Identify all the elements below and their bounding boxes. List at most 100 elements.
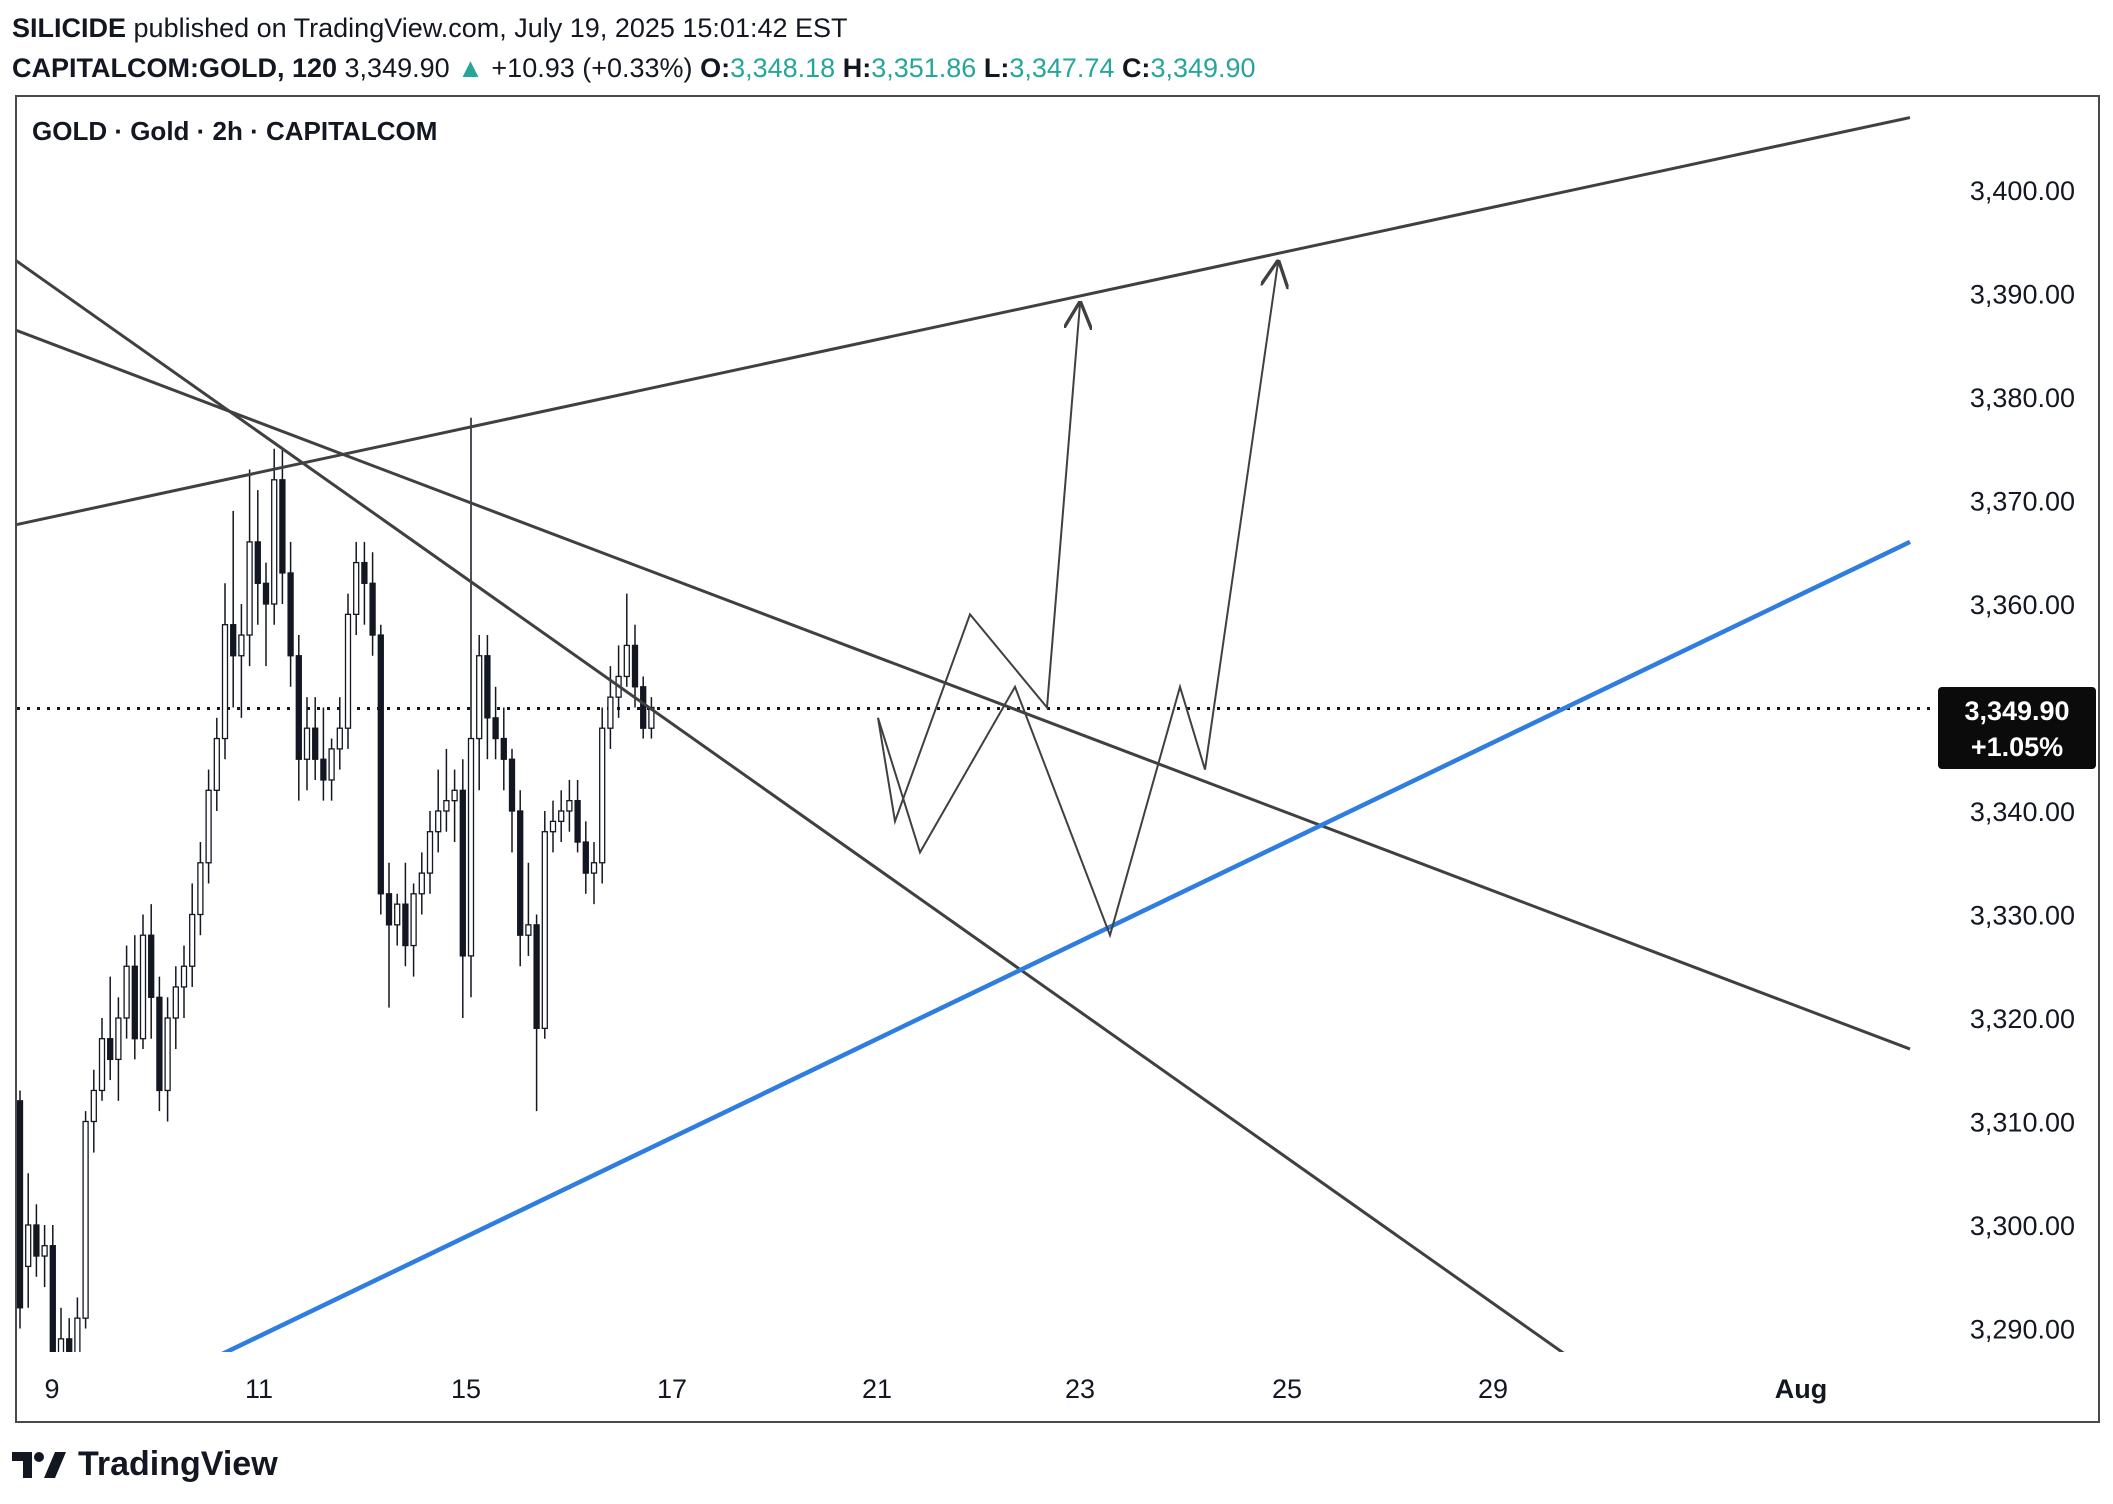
candle-up xyxy=(197,862,204,916)
price-tag-box xyxy=(1938,687,2096,769)
x-tick-label: 11 xyxy=(245,1374,273,1404)
last-price: 3,349.90 xyxy=(344,53,450,83)
candle-down xyxy=(107,1038,114,1061)
current-price-tag: 3,349.90 +1.05% xyxy=(1938,687,2096,769)
tradingview-footer[interactable]: TradingView xyxy=(12,1445,278,1484)
descending-resistance-line xyxy=(17,329,1911,1051)
low-value: 3,347.74 xyxy=(1009,53,1115,83)
candle-up xyxy=(246,541,253,636)
candle-down xyxy=(312,727,319,760)
author-name[interactable]: SILICIDE xyxy=(12,13,127,43)
x-tick-label: 23 xyxy=(1065,1374,1095,1404)
candle-down xyxy=(33,1224,40,1257)
high-value: 3,351.86 xyxy=(871,53,977,83)
candle-up xyxy=(476,655,483,740)
candle-up xyxy=(344,613,352,729)
candle-down xyxy=(492,717,499,740)
candle-up xyxy=(328,748,335,781)
candle-up xyxy=(451,789,458,802)
candle-down xyxy=(287,572,294,657)
close-value: 3,349.90 xyxy=(1150,53,1256,83)
x-tick-label: 17 xyxy=(657,1374,687,1404)
candle-up xyxy=(57,1338,65,1352)
candle-up xyxy=(98,1038,106,1092)
candle-up xyxy=(394,903,401,926)
candle-up xyxy=(418,872,425,895)
candle-up xyxy=(90,1089,97,1123)
plot-area xyxy=(17,116,1937,1352)
candle-up xyxy=(82,1120,89,1319)
y-tick-label: 3,320.00 xyxy=(1970,1004,2075,1034)
candle-up xyxy=(426,831,434,874)
candle-up xyxy=(549,820,557,833)
candle-up xyxy=(189,913,196,967)
open-value: 3,348.18 xyxy=(730,53,836,83)
candle-up xyxy=(410,893,417,947)
candle-down xyxy=(320,758,327,781)
candle-up xyxy=(115,1017,122,1061)
candle-down xyxy=(385,893,393,926)
chart-legend-title: GOLD · Gold · 2h · CAPITALCOM xyxy=(32,116,437,146)
published-info: published on TradingView.com, July 19, 2… xyxy=(133,13,848,43)
symbol-label: CAPITALCOM:GOLD, 120 xyxy=(12,53,338,83)
candle-down xyxy=(377,634,384,895)
y-tick-label: 3,300.00 xyxy=(1970,1211,2075,1241)
candle-down xyxy=(66,1338,73,1352)
candle-up xyxy=(205,789,212,864)
high-label: H: xyxy=(842,53,872,83)
candle-up xyxy=(336,727,343,750)
y-tick-label: 3,340.00 xyxy=(1970,797,2075,827)
candle-up xyxy=(213,737,220,791)
open-label: O: xyxy=(700,53,731,83)
x-tick-label: 15 xyxy=(451,1374,481,1404)
candle-down xyxy=(148,934,155,998)
time-axis[interactable]: 9 11 15 17 21 23 25 29 Aug xyxy=(44,1374,1827,1404)
low-label: L: xyxy=(983,53,1010,83)
ascending-support-line xyxy=(221,539,1911,1352)
x-tick-label: 9 xyxy=(44,1374,59,1404)
candle-up xyxy=(238,634,245,657)
candle-up xyxy=(443,800,450,812)
publication-header: SILICIDE published on TradingView.com, J… xyxy=(12,8,1256,88)
price-tag-change: +1.05% xyxy=(1971,732,2063,762)
candle-down xyxy=(533,924,540,1029)
candle-up xyxy=(525,924,532,936)
candle-down xyxy=(640,686,647,729)
publication-line: SILICIDE published on TradingView.com, J… xyxy=(12,8,1256,48)
candle-up xyxy=(164,1017,171,1092)
candle-down xyxy=(17,1100,24,1309)
candle-down xyxy=(230,624,237,657)
candle-up xyxy=(599,727,606,864)
y-tick-label: 3,380.00 xyxy=(1970,383,2075,413)
candle-up xyxy=(123,965,130,1019)
candle-down xyxy=(582,841,589,874)
candle-up xyxy=(541,831,548,1030)
y-tick-label: 3,360.00 xyxy=(1970,590,2075,620)
candle-up xyxy=(566,800,573,812)
candle-up xyxy=(180,965,188,988)
y-tick-label: 3,330.00 xyxy=(1970,901,2075,931)
chart-frame xyxy=(15,95,2100,1423)
candle-up xyxy=(607,696,614,729)
y-tick-label: 3,400.00 xyxy=(1970,176,2075,206)
candle-up xyxy=(623,644,630,678)
candle-down xyxy=(156,996,163,1092)
candle-down xyxy=(369,582,376,636)
x-tick-label: 29 xyxy=(1478,1374,1508,1404)
projection-path-a xyxy=(877,304,1080,826)
close-label: C: xyxy=(1121,53,1151,83)
candle-down xyxy=(459,789,466,957)
candle-down xyxy=(262,582,270,605)
candle-up xyxy=(74,1317,81,1352)
x-tick-label: 25 xyxy=(1272,1374,1302,1404)
candle-down xyxy=(574,800,581,843)
candle-down xyxy=(49,1245,56,1352)
price-change: +10.93 (+0.33%) xyxy=(491,53,693,83)
candle-up xyxy=(139,934,147,1040)
candle-up xyxy=(435,810,442,833)
candle-up xyxy=(41,1245,48,1257)
y-tick-label: 3,290.00 xyxy=(1970,1315,2075,1345)
ohlc-line: CAPITALCOM:GOLD, 120 3,349.90 ▲ +10.93 (… xyxy=(12,48,1256,88)
candle-down xyxy=(484,655,491,719)
